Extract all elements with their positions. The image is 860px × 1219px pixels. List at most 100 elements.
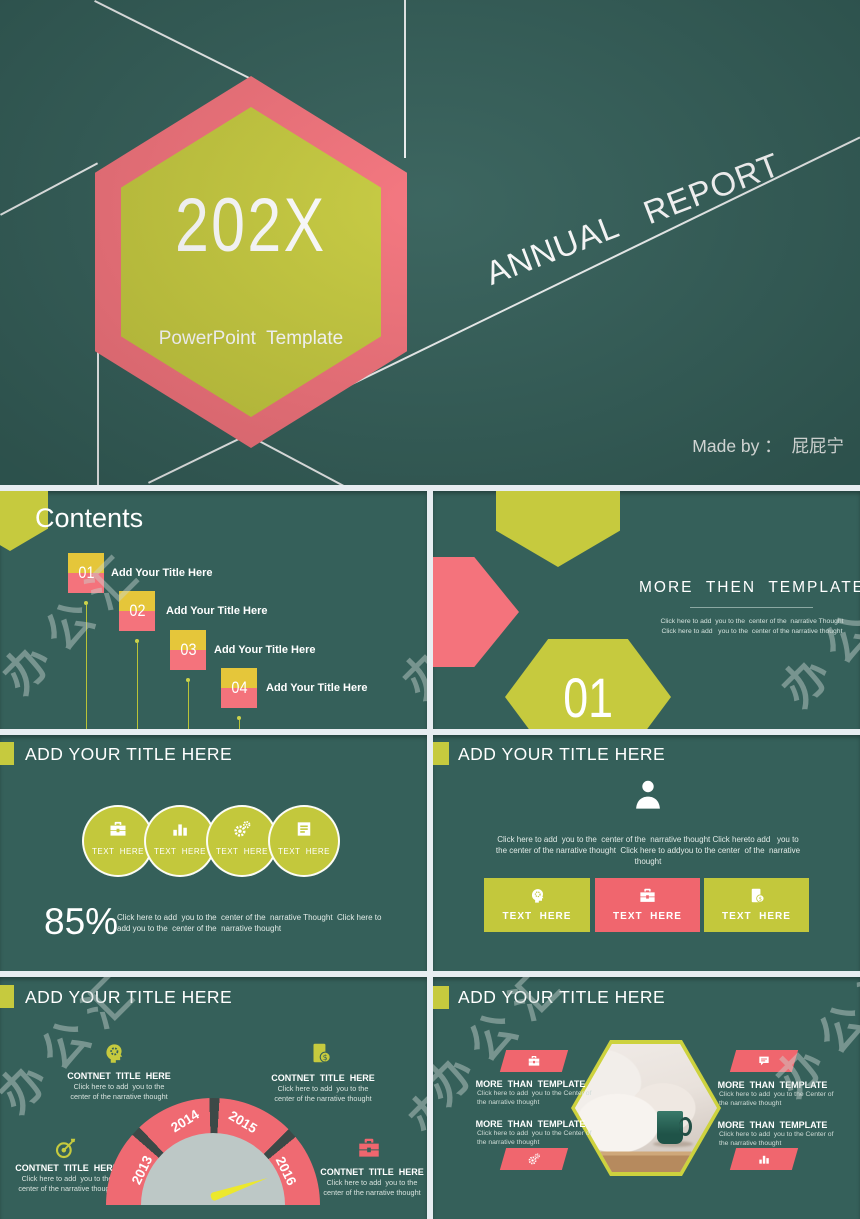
feature-circle: TEXT HERE: [144, 805, 216, 877]
money-phone-icon: $: [704, 886, 809, 905]
slide-title: ADD YOUR TITLE HERE: [25, 744, 233, 764]
timeline-dot: [186, 678, 190, 682]
chat-icon: [733, 1050, 795, 1072]
callout-body: Click here to add you to the center of t…: [70, 1082, 169, 1101]
slide-body: Click here to add you to the center of t…: [495, 835, 803, 867]
photo-coffee-mug: [575, 1044, 717, 1172]
contents-item-number: 03: [179, 640, 197, 659]
contents-item-label: Add Your Title Here: [166, 605, 268, 617]
feature-circle: TEXT HERE: [268, 805, 340, 877]
money-phone-icon: $: [307, 1040, 333, 1071]
decor-line: [249, 435, 355, 485]
decor-line: [94, 0, 252, 80]
text-box: TEXT HERE: [595, 878, 700, 932]
slide-body: Click here to add you to the center of t…: [117, 913, 384, 934]
decor-line: [97, 352, 99, 485]
title-accent-square: [0, 742, 14, 765]
gears-icon: [208, 819, 276, 839]
feature-circle: TEXT HERE: [82, 805, 154, 877]
callout-body: Click here to add you to the center of t…: [18, 1174, 116, 1193]
callout-title: CONTNET TITLE HERE: [320, 1167, 424, 1177]
decor-hexagon-pink: [433, 557, 519, 667]
photo-slide: ADD YOUR TITLE HERE MORE THAN TEMPLATE C…: [433, 977, 860, 1219]
box-label: TEXT HERE: [722, 911, 791, 922]
percent-value: 85%: [44, 901, 119, 942]
box-label: TEXT HERE: [502, 911, 572, 922]
callout-body: Click here to add you to the Center of t…: [477, 1090, 594, 1106]
circle-label: TEXT HERE: [278, 847, 330, 856]
contents-item-hexagon: 01: [68, 553, 104, 593]
section-body: Click here to add you to the center of t…: [660, 618, 848, 636]
section-divider: [690, 607, 813, 608]
decor-line: [0, 162, 98, 216]
watermark: 办公汇: [392, 544, 427, 709]
callout-body: Click here to add you to the Center of t…: [719, 1131, 836, 1147]
callout-title: CONTNET TITLE HERE: [271, 1073, 375, 1083]
briefcase-icon: [595, 886, 700, 905]
section-title: MORE THEN TEMPLATE: [638, 579, 860, 596]
circle-label: TEXT HERE: [92, 847, 144, 856]
contents-item-label: Add Your Title Here: [111, 567, 213, 579]
timeline-stem: [187, 682, 189, 729]
text-box: $ TEXT HERE: [704, 878, 809, 932]
contents-item-label: Add Your Title Here: [266, 682, 368, 694]
target-icon: [53, 1135, 79, 1166]
title-accent-bar: [24, 507, 29, 536]
mug: [657, 1110, 693, 1144]
svg-text:$: $: [759, 896, 763, 902]
made-by: Made by ： 屁屁宁: [692, 433, 844, 458]
contents-item-number: 04: [230, 678, 248, 697]
briefcase-icon: [356, 1135, 382, 1166]
section-number: 01: [563, 665, 613, 729]
head-gear-icon: [484, 886, 590, 905]
callout-tag: [499, 1050, 569, 1072]
made-by-label: Made by ：: [692, 436, 792, 456]
timeline-dot: [135, 639, 139, 643]
briefcase-icon: [503, 1050, 565, 1072]
cover-slide: 202X PowerPoint Template ANNUAL REPORT M…: [0, 0, 860, 485]
callout-tag: [499, 1148, 569, 1170]
callout-body: Click here to add you to the Center of t…: [719, 1091, 836, 1107]
callout-title: CONTNET TITLE HERE: [67, 1071, 171, 1081]
title-accent-square: [433, 742, 449, 765]
slide-title: ADD YOUR TITLE HERE: [458, 987, 666, 1007]
made-by-name: 屁屁宁: [791, 436, 845, 456]
briefcase-icon: [84, 819, 152, 839]
watermark: 办公汇: [398, 982, 427, 1147]
decor-hexagon-yellow: [496, 491, 620, 567]
contents-item-label: Add Your Title Here: [214, 644, 316, 656]
head-gear-icon: [101, 1040, 127, 1071]
timeline-dot: [237, 716, 241, 720]
callout-tag: [729, 1148, 799, 1170]
callout-title: MORE THAN TEMPLATE: [717, 1120, 828, 1130]
decor-line: [404, 0, 406, 158]
section-number-hexagon: 01: [505, 639, 671, 729]
gauge-slide: ADD YOUR TITLE HERE CONTNET TITLE HERE C…: [0, 977, 427, 1219]
cover-subtitle: PowerPoint Template: [158, 328, 344, 349]
contents-item-hexagon: 02: [119, 591, 155, 631]
timeline-stem: [85, 605, 87, 729]
bar-chart-icon: [733, 1148, 795, 1170]
callout-tag: [729, 1050, 799, 1072]
callout-title: MORE THAN TEMPLATE: [475, 1079, 586, 1089]
timeline-stem: [136, 643, 138, 729]
contents-title: Contents: [35, 503, 144, 533]
callout-body: Click here to add you to the Center of t…: [477, 1130, 594, 1146]
gauge-chart: 2013 2014 2015 2016: [106, 1098, 320, 1205]
person-slide: ADD YOUR TITLE HERE Click here to add yo…: [433, 735, 860, 971]
bar-chart-icon: [146, 819, 214, 839]
cover-banner: ANNUAL REPORT: [480, 145, 786, 292]
cover-year-text: 202X: [175, 183, 327, 268]
circle-label: TEXT HERE: [154, 847, 206, 856]
gears-icon: [503, 1148, 565, 1170]
callout-title: MORE THAN TEMPLATE: [475, 1119, 586, 1129]
timeline-dot: [84, 601, 88, 605]
section-slide: 01 MORE THEN TEMPLATE Click here to add …: [433, 491, 860, 729]
feature-circle: TEXT HERE: [206, 805, 278, 877]
callout-title: MORE THAN TEMPLATE: [717, 1080, 828, 1090]
title-accent-square: [433, 986, 449, 1009]
text-box: TEXT HERE: [484, 878, 590, 932]
callout-body: Click here to add you to the center of t…: [323, 1178, 422, 1197]
slide-title: ADD YOUR TITLE HERE: [458, 744, 666, 764]
